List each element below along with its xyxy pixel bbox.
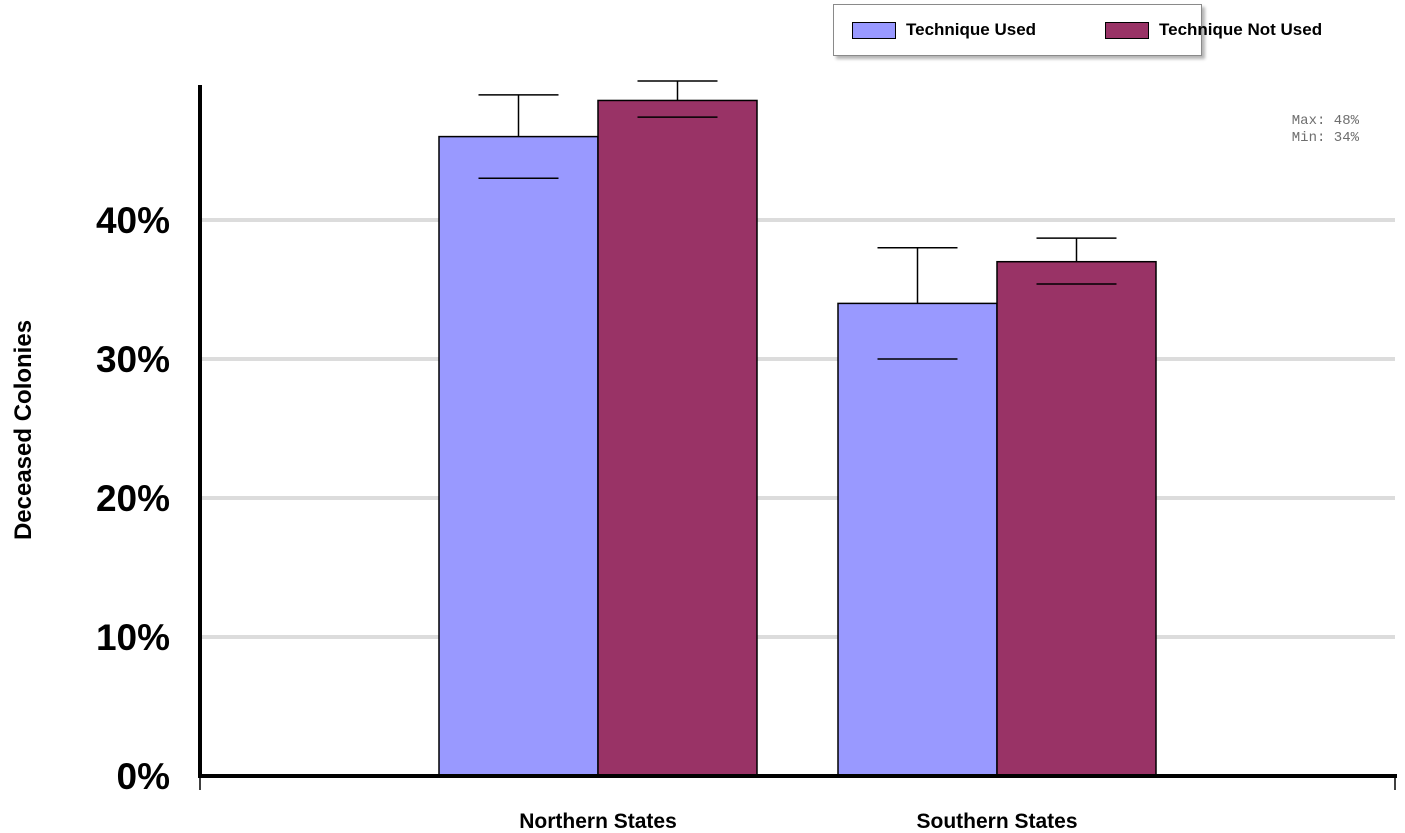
y-tick-label-0: 0% — [117, 756, 170, 797]
y-tick-labels: 0% 10% 20% 30% 40% — [96, 200, 170, 797]
y-tick-label-10: 10% — [96, 617, 170, 658]
bar-technique-used-southern-states — [837, 302, 998, 777]
x-tick-labels: Northern States Southern States — [519, 810, 1077, 833]
legend-swatch-technique-used — [852, 21, 896, 39]
y-axis-label-text: Deceased Colonies — [10, 319, 37, 541]
legend: Technique Used Technique Not Used — [833, 4, 1322, 56]
legend-swatch-technique-not-used — [1105, 21, 1149, 39]
axes — [198, 85, 1397, 790]
x-tick-label-southern-states: Southern States — [916, 810, 1077, 833]
min-annotation: Min: 34% — [1291, 130, 1359, 146]
min-max-annotation: Max: 48% Min: 34% — [1292, 113, 1359, 147]
y-tick-label-30: 30% — [96, 339, 170, 380]
legend-item-technique-used: Technique Used — [852, 20, 1036, 40]
y-tick-label-20: 20% — [96, 478, 170, 519]
error-bars — [478, 80, 1117, 360]
x-tick-label-northern-states: Northern States — [519, 810, 677, 833]
legend-label-technique-not-used: Technique Not Used — [1159, 20, 1323, 39]
gridlines — [200, 218, 1395, 639]
bar-technique-not-used-northern-states — [597, 99, 758, 777]
bar-technique-used-northern-states — [438, 135, 599, 777]
bar-technique-not-used-southern-states — [996, 260, 1157, 777]
legend-label-technique-used: Technique Used — [906, 20, 1037, 39]
max-annotation: Max: 48% — [1291, 113, 1359, 129]
legend-item-technique-not-used: Technique Not Used — [1105, 20, 1322, 40]
bars — [438, 99, 1157, 777]
y-tick-label-40: 40% — [96, 200, 170, 241]
